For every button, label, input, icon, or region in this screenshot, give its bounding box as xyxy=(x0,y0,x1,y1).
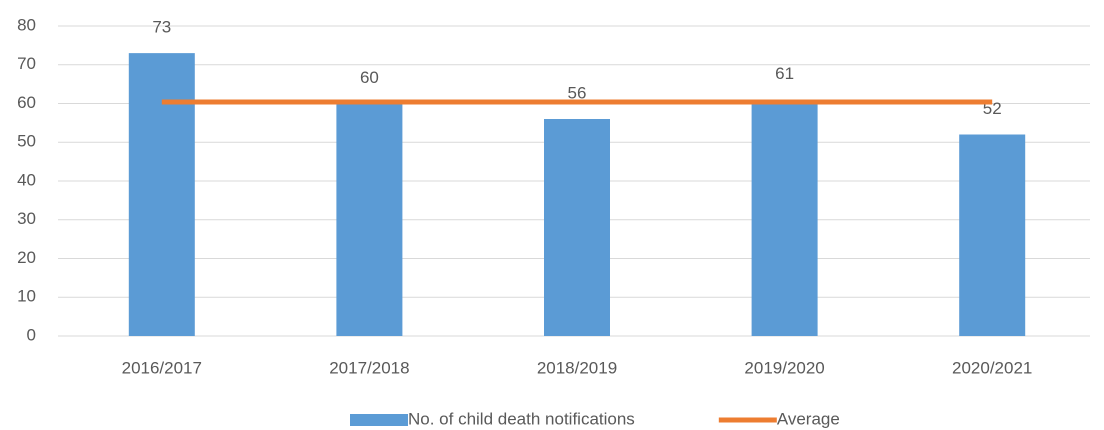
x-tick-label: 2017/2018 xyxy=(329,358,409,377)
data-label: 56 xyxy=(568,83,587,102)
y-tick-label: 10 xyxy=(17,287,36,306)
y-tick-label: 60 xyxy=(17,93,36,112)
y-tick-label: 40 xyxy=(17,170,36,189)
legend-label: Average xyxy=(777,409,840,428)
legend-label: No. of child death notifications xyxy=(408,409,635,428)
x-tick-label: 2020/2021 xyxy=(952,358,1032,377)
y-tick-label: 70 xyxy=(17,54,36,73)
x-tick-label: 2016/2017 xyxy=(122,358,202,377)
y-tick-label: 0 xyxy=(27,325,36,344)
bar xyxy=(336,103,403,336)
y-tick-label: 30 xyxy=(17,209,36,228)
bar xyxy=(544,119,610,336)
x-tick-label: 2019/2020 xyxy=(744,358,824,377)
bar xyxy=(959,134,1026,336)
bar xyxy=(751,99,818,336)
bar xyxy=(128,53,195,336)
legend-swatch xyxy=(350,414,408,426)
data-label: 61 xyxy=(775,64,794,83)
y-tick-label: 20 xyxy=(17,248,36,267)
x-tick-label: 2018/2019 xyxy=(537,358,617,377)
data-label: 60 xyxy=(360,68,379,87)
y-tick-label: 80 xyxy=(17,15,36,34)
data-label: 73 xyxy=(152,18,171,37)
y-tick-label: 50 xyxy=(17,132,36,151)
